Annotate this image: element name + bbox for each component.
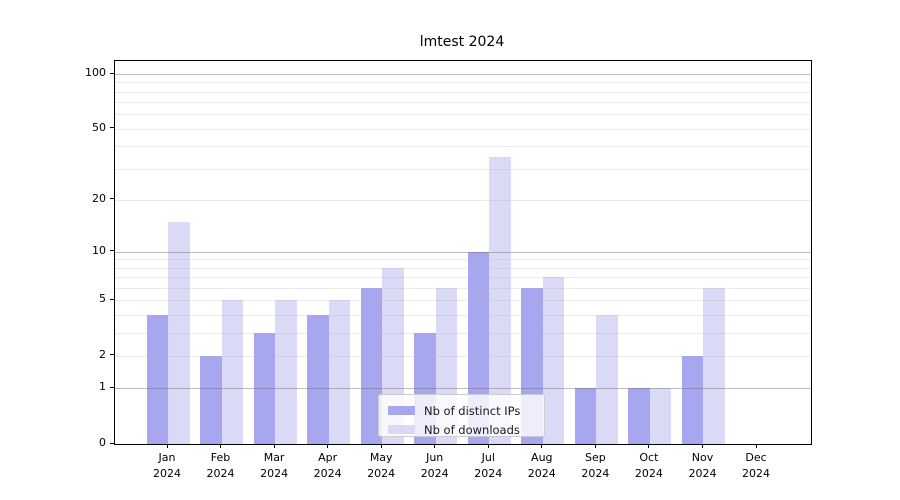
legend-swatch-distinct-ips-icon [388,406,415,415]
gridline-minor-4 [115,315,811,316]
bar-nb-of-distinct-ips-mar-2024 [253,332,276,444]
gridline-minor-2 [115,355,811,357]
x-tick-sep-2024 [594,444,596,448]
y-tick-label-0: 0 [99,436,106,449]
y-tick-label-10: 10 [92,243,106,257]
y-tick-20 [110,198,114,200]
x-tick-may-2024 [380,444,382,448]
bar-nb-of-downloads-oct-2024 [649,388,672,444]
gridline-minor-3 [115,332,811,334]
x-tick-label-sep-2024: Sep 2024 [581,451,610,480]
legend-label-distinct-ips: Nb of distinct IPs [424,403,521,418]
gridline-minor-9 [115,259,811,261]
x-tick-label-oct-2024: Oct 2024 [634,451,663,480]
gridline-major-1 [115,388,811,390]
bar-nb-of-downloads-jul-2024 [489,156,511,444]
bar-nb-of-downloads-mar-2024 [275,300,297,444]
gridline-minor-5 [115,300,811,302]
legend: Nb of distinct IPs Nb of downloads [378,394,545,437]
x-tick-oct-2024 [648,444,650,448]
x-tick-label-apr-2024: Apr 2024 [313,451,342,480]
y-tick-2 [110,354,114,356]
gridline-minor-70 [115,102,811,104]
x-tick-nov-2024 [702,444,703,448]
y-tick-label-5: 5 [99,292,106,306]
gridline-minor-90 [115,82,811,84]
gridline-minor-40 [115,146,811,148]
legend-label-downloads: Nb of downloads [424,422,520,437]
x-tick-label-mar-2024: Mar 2024 [260,451,289,480]
bar-nb-of-downloads-sep-2024 [596,315,618,444]
bar-nb-of-distinct-ips-oct-2024 [628,388,650,444]
y-tick-label-20: 20 [92,191,106,205]
bar-nb-of-distinct-ips-may-2024 [360,288,383,444]
y-tick-label-100: 100 [85,66,106,79]
x-tick-label-jan-2024: Jan 2024 [153,451,181,480]
x-tick-label-nov-2024: Nov 2024 [688,451,717,480]
y-tick-5 [110,298,114,300]
y-tick-0 [110,442,114,444]
gridline-minor-20 [115,199,811,201]
x-tick-aug-2024 [541,444,543,448]
bar-nb-of-downloads-jan-2024 [168,221,190,444]
x-tick-label-aug-2024: Aug 2024 [527,451,556,480]
bar-nb-of-distinct-ips-nov-2024 [681,355,704,444]
y-tick-10 [110,250,114,252]
gridline-major-10 [115,251,811,253]
legend-item-distinct-ips: Nb of distinct IPs [388,401,544,420]
y-tick-label-2: 2 [99,347,106,361]
gridline-minor-6 [115,288,811,289]
x-tick-feb-2024 [220,444,221,448]
y-tick-50 [110,127,114,129]
x-tick-label-jun-2024: Jun 2024 [420,451,449,480]
y-tick-100 [110,72,114,74]
bar-nb-of-downloads-nov-2024 [703,288,725,444]
x-tick-jan-2024 [166,444,168,448]
x-tick-dec-2024 [755,444,757,448]
x-tick-jul-2024 [487,444,489,448]
bar-nb-of-downloads-aug-2024 [542,277,565,444]
bar-nb-of-distinct-ips-apr-2024 [307,315,329,444]
legend-swatch-downloads-icon [388,425,415,434]
y-tick-1 [110,386,114,388]
bar-nb-of-downloads-apr-2024 [328,300,351,444]
plot-area [114,60,812,445]
gridline-minor-30 [115,168,811,170]
y-tick-label-50: 50 [92,120,106,134]
x-tick-label-dec-2024: Dec 2024 [742,451,770,480]
gridline-minor-8 [115,267,811,269]
x-tick-mar-2024 [273,444,275,448]
x-tick-label-may-2024: May 2024 [367,451,396,480]
gridline-minor-7 [115,277,811,279]
y-tick-label-1: 1 [99,380,106,394]
bar-nb-of-distinct-ips-feb-2024 [200,355,222,444]
gridline-major-100 [115,74,811,75]
x-tick-label-feb-2024: Feb 2024 [206,451,235,480]
x-tick-jun-2024 [434,444,436,448]
chart-title: lmtest 2024 [419,34,505,50]
bar-nb-of-distinct-ips-sep-2024 [574,388,597,444]
bar-nb-of-distinct-ips-jan-2024 [146,315,168,444]
x-tick-apr-2024 [327,444,329,448]
gridline-minor-60 [115,114,811,116]
gridline-minor-80 [115,91,811,93]
gridline-minor-50 [115,128,811,130]
legend-item-downloads: Nb of downloads [388,420,544,439]
bar-nb-of-downloads-feb-2024 [221,300,244,444]
x-tick-label-jul-2024: Jul 2024 [474,451,503,480]
